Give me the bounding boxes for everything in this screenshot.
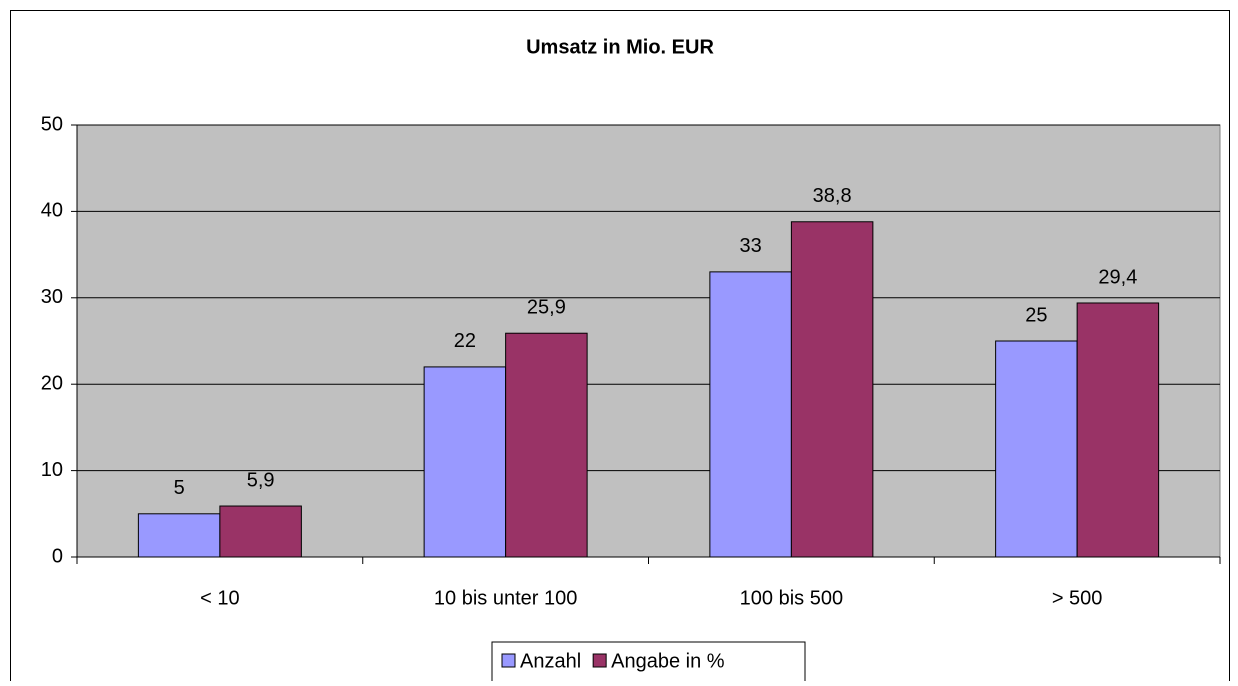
y-tick-label: 20: [41, 372, 63, 394]
legend-label: Anzahl: [520, 650, 581, 672]
data-label: 29,4: [1098, 266, 1137, 288]
data-label: 25,9: [527, 297, 566, 319]
bar: [709, 271, 792, 558]
legend-swatch: [592, 653, 607, 668]
y-tick-label: 0: [52, 545, 63, 567]
x-tick-label: 10 bis unter 100: [434, 587, 577, 609]
bar: [423, 366, 507, 558]
data-label: 22: [454, 330, 476, 352]
legend-label: Angabe in %: [611, 650, 725, 672]
x-tick-label: > 500: [1052, 587, 1103, 609]
bar: [219, 505, 302, 558]
data-label: 5: [174, 477, 185, 499]
bar: [137, 513, 221, 558]
y-tick-label: 30: [41, 286, 63, 308]
y-tick-label: 50: [41, 113, 63, 135]
legend-swatch: [501, 653, 516, 668]
chart-title: Umsatz in Mio. EUR: [526, 36, 714, 58]
y-tick-label: 40: [41, 200, 63, 222]
y-tick-label: 10: [41, 459, 63, 481]
bar: [790, 221, 874, 558]
legend-box: [491, 641, 806, 686]
bar: [995, 340, 1078, 558]
data-label: 5,9: [247, 469, 275, 491]
bar: [505, 332, 588, 558]
data-label: 33: [740, 235, 762, 257]
data-label: 25: [1025, 304, 1047, 326]
data-label: 38,8: [813, 185, 852, 207]
bar: [1076, 302, 1160, 558]
x-tick-label: 100 bis 500: [740, 587, 843, 609]
x-tick-label: < 10: [200, 587, 239, 609]
